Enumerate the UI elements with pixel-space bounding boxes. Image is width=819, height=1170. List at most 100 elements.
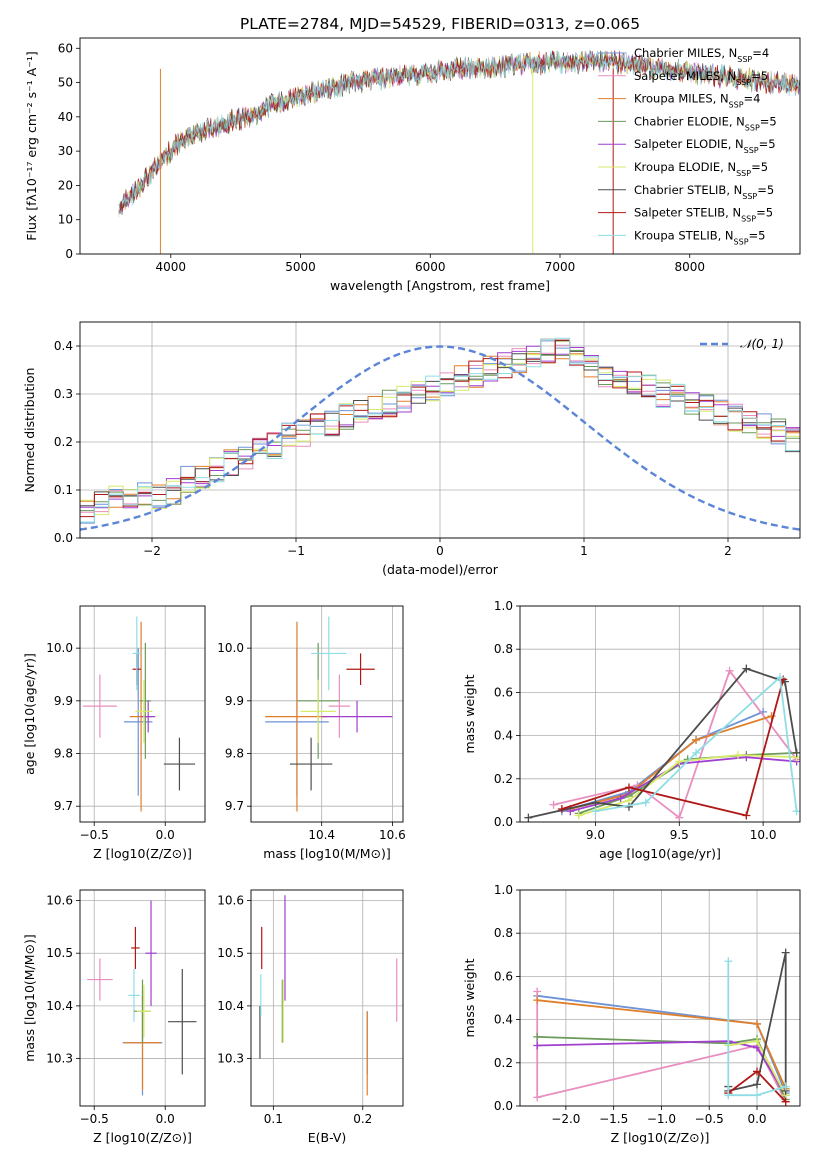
errorbar-point: [328, 674, 350, 738]
weight-marker: [733, 751, 742, 760]
plot-area: [533, 948, 790, 1106]
weight-marker: [675, 757, 684, 766]
errorbar-point: [82, 674, 117, 738]
y-tick-label: 10.0: [46, 641, 73, 655]
x-axis-label: Z [log10(Z/Z⊙)]: [93, 846, 192, 861]
y-tick-label: 60: [58, 41, 73, 55]
weight-marker: [591, 798, 600, 807]
legend-entry: Kroupa ELODIE, NSSP=5: [634, 160, 768, 178]
errorbar-point: [131, 926, 140, 970]
y-tick-label: 30: [58, 144, 73, 158]
axes-frame: [519, 889, 801, 1107]
weight-marker: [752, 1080, 761, 1089]
y-tick-label: 9.7: [225, 799, 244, 813]
plot-area: [87, 900, 197, 1096]
legend-entry: Salpeter ELODIE, NSSP=5: [634, 137, 776, 155]
x-tick-label: 0.2: [353, 1112, 372, 1126]
x-tick-label: 1: [580, 544, 588, 558]
x-tick-label: 0.0: [156, 1112, 175, 1126]
model-spectrum: [118, 49, 800, 215]
weight-marker: [742, 664, 751, 673]
x-tick-label: 10.4: [308, 828, 335, 842]
axes-frame: [79, 605, 206, 823]
weight-marker: [752, 1037, 761, 1046]
x-tick-label: 4000: [156, 260, 187, 274]
errorbar-point: [321, 700, 393, 733]
weight-marker: [533, 1093, 542, 1102]
y-axis-label: Flux [fλ10⁻¹⁷ erg cm⁻² s⁻¹ A⁻¹]: [24, 51, 39, 240]
y-tick-label: 10.3: [217, 1052, 244, 1066]
axes-frame: [79, 37, 801, 255]
weight-marker: [742, 811, 751, 820]
errorbar-point: [132, 616, 142, 691]
y-tick-label: 20: [58, 178, 73, 192]
x-tick-label: 10.6: [379, 828, 406, 842]
legend-entry: Kroupa STELIB, NSSP=5: [634, 228, 765, 246]
axes-frame: [79, 889, 206, 1107]
y-axis-label: mass [log10(M/M⊙)]: [22, 934, 37, 1062]
weight-marker: [752, 1067, 761, 1076]
x-tick-label: −0.5: [80, 828, 109, 842]
plot-area: [82, 616, 196, 812]
weight-series: [724, 957, 790, 1100]
errorbar-point: [136, 984, 152, 1038]
x-tick-label: −2.0: [551, 1112, 580, 1126]
axes-frame: [250, 605, 404, 823]
x-axis-label: Z [log10(Z/Z⊙)]: [93, 1130, 192, 1145]
x-tick-label: 7000: [545, 260, 576, 274]
x-tick-label: 0: [436, 544, 444, 558]
y-tick-label: 10.5: [46, 946, 73, 960]
weight-marker: [725, 666, 734, 675]
y-tick-label: 9.8: [54, 747, 73, 761]
legend-entry: Chabrier STELIB, NSSP=5: [634, 183, 774, 201]
y-tick-label: 9.8: [225, 747, 244, 761]
x-tick-label: −1.0: [647, 1112, 676, 1126]
weight-marker: [549, 800, 558, 809]
weight-marker: [624, 783, 633, 792]
legend-entry: Kroupa MILES, NSSP=4: [634, 92, 760, 110]
errorbar-point: [128, 969, 140, 1022]
weight-line: [537, 1040, 787, 1096]
x-axis-label: (data-model)/error: [382, 562, 499, 577]
weight-series: [557, 675, 788, 820]
y-tick-label: 40: [58, 110, 73, 124]
errorbar-point: [87, 958, 113, 1001]
weight-marker: [752, 1091, 761, 1100]
legend: Chabrier MILES, NSSP=4 Salpeter MILES, NS…: [598, 46, 777, 246]
y-tick-label: 0.3: [54, 387, 73, 401]
y-tick-label: 9.7: [54, 799, 73, 813]
weight-marker: [557, 805, 566, 814]
y-tick-label: 50: [58, 76, 73, 90]
plot-area: [259, 895, 398, 1096]
errorbar-point: [163, 737, 196, 791]
x-axis-label: Z [log10(Z/Z⊙)]: [611, 1130, 710, 1145]
weight-line: [727, 961, 786, 1097]
plot-layer: 4000 5000 6000 7000 80000102030405060wavelen…: [22, 37, 801, 1145]
y-tick-label: 0: [65, 247, 73, 261]
chart-z-vs-mass-weight: −2.0 −1.5 −1.0 −0.5 0.0 0.0 0.2 0.4 0.6 0.8 1.0 Z […: [462, 883, 801, 1145]
weight-marker: [781, 1082, 790, 1091]
y-tick-label: 0.0: [494, 815, 513, 829]
x-tick-label: 2: [724, 544, 732, 558]
y-tick-label: 10.3: [46, 1052, 73, 1066]
weight-marker: [533, 1041, 542, 1050]
x-tick-label: 0.0: [747, 1112, 766, 1126]
errorbar-point: [135, 679, 153, 743]
weight-marker: [533, 987, 542, 996]
y-axis-label: age [log10(age/yr)]: [22, 653, 37, 775]
errorbar-point: [311, 616, 347, 691]
y-tick-label: 9.9: [225, 694, 244, 708]
y-tick-label: 10.6: [217, 894, 244, 908]
weight-marker: [624, 802, 633, 811]
gaussian-reference-curve: [80, 345, 800, 531]
y-tick-label: 0.8: [494, 642, 513, 656]
axes-frame: [519, 605, 801, 823]
x-tick-label: 10.0: [750, 828, 777, 842]
y-tick-label: 0.2: [494, 772, 513, 786]
x-tick-label: 6000: [415, 260, 446, 274]
x-axis-label: wavelength [Angstrom, rest frame]: [330, 278, 550, 293]
x-tick-label: −2: [143, 544, 161, 558]
errorbar-point: [139, 642, 152, 759]
chart-mass-vs-age: 10.4 10.6 9.7 9.8 9.9 10.0 mass [log10(M/M⊙)]: [217, 605, 406, 861]
weight-line: [570, 715, 772, 810]
